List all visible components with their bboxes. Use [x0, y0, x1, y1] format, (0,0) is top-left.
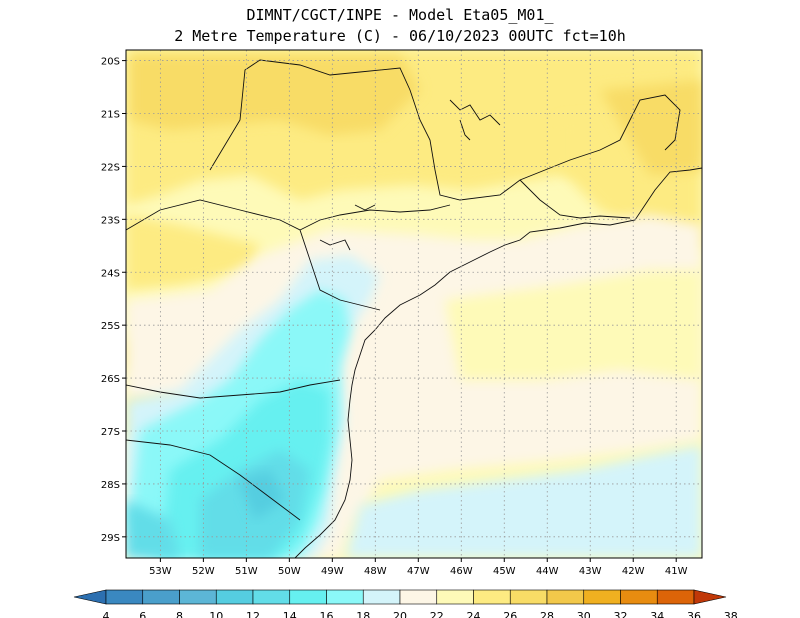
colorbar-swatch	[436, 589, 474, 605]
colorbar-label: 18	[356, 610, 370, 618]
map-title-line1: DIMNT/CGCT/INPE - Model Eta05_M01_	[246, 6, 554, 24]
lat-tick-label: 21S	[101, 110, 120, 121]
colorbar-swatch	[473, 589, 511, 605]
lon-tick-label: 51W	[235, 566, 258, 577]
colorbar-label: 20	[393, 610, 407, 618]
map-frame	[125, 49, 703, 559]
lon-tick-label: 47W	[407, 566, 430, 577]
colorbar-swatch	[509, 589, 548, 605]
lon-tick-label: 46W	[450, 566, 473, 577]
map-title-line2: 2 Metre Temperature (C) - 06/10/2023 00U…	[174, 27, 626, 45]
colorbar-arrow-high	[693, 589, 727, 605]
lat-tick-label: 20S	[101, 57, 120, 68]
lat-tick-label: 22S	[101, 162, 120, 173]
lat-tick-label: 25S	[101, 321, 120, 332]
lon-tick-label: 52W	[192, 566, 215, 577]
colorbar-label: 32	[614, 610, 628, 618]
state-border-sc-rs	[126, 439, 301, 521]
reservoir-lines-2	[319, 204, 376, 251]
coastline	[294, 167, 702, 558]
colorbar-label: 14	[283, 610, 297, 618]
lon-tick-label: 43W	[579, 566, 602, 577]
colorbar-swatch	[656, 589, 695, 605]
lat-tick-label: 24S	[101, 268, 120, 279]
colorbar-swatch	[215, 589, 254, 605]
state-border-mg	[209, 59, 681, 201]
colorbar-label: 28	[540, 610, 554, 618]
lat-tick-label: 26S	[101, 374, 120, 385]
colorbar-arrow-low	[73, 589, 107, 605]
reservoir-lines	[449, 99, 501, 141]
colorbar-swatch	[362, 589, 401, 605]
colorbar-label: 22	[430, 610, 444, 618]
colorbar-swatch	[105, 589, 144, 605]
colorbar-label: 24	[467, 610, 481, 618]
colorbar-swatch	[583, 589, 621, 605]
colorbar-swatch	[289, 589, 327, 605]
colorbar: 4 6 8 10 12 14 16 18 20 22 24 26 28 30 32 34 36 38	[73, 589, 738, 618]
temperature-field	[126, 50, 702, 558]
lon-tick-label: 45W	[493, 566, 516, 577]
colorbar-swatch	[620, 589, 658, 605]
colorbar-swatch	[546, 589, 585, 605]
colorbar-label: 36	[687, 610, 701, 618]
lon-tick-label: 42W	[622, 566, 645, 577]
colorbar-swatch	[142, 589, 180, 605]
lon-tick-label: 41W	[665, 566, 688, 577]
colorbar-swatch	[179, 589, 217, 605]
lat-tick-label: 29S	[101, 533, 120, 544]
colorbar-label: 26	[503, 610, 517, 618]
state-border-sp-pr	[126, 199, 381, 311]
longitude-axis: 53W 52W 51W 50W 49W 48W 47W 46W 45W 44W 43W 42W 41W	[149, 558, 688, 577]
coastline-and-borders	[126, 59, 702, 558]
colorbar-label: 10	[209, 610, 223, 618]
state-border-rj	[519, 179, 631, 219]
lat-tick-label: 27S	[101, 427, 120, 438]
map-grid	[126, 50, 702, 558]
colorbar-label: 4	[103, 610, 110, 618]
lon-tick-label: 50W	[278, 566, 301, 577]
colorbar-label: 16	[320, 610, 334, 618]
colorbar-label: 12	[246, 610, 260, 618]
state-border-sp	[299, 204, 451, 231]
lon-tick-label: 49W	[321, 566, 344, 577]
colorbar-label: 30	[577, 610, 591, 618]
colorbar-label: 34	[650, 610, 664, 618]
colorbar-swatch	[252, 589, 291, 605]
lon-tick-label: 53W	[149, 566, 172, 577]
colorbar-label: 6	[139, 610, 146, 618]
colorbar-swatch	[326, 589, 364, 605]
colorbar-label: 38	[724, 610, 738, 618]
lon-tick-label: 44W	[536, 566, 559, 577]
latitude-axis: 20S 21S 22S 23S 24S 25S 26S 27S 28S 29S	[101, 57, 126, 544]
colorbar-swatch	[399, 589, 438, 605]
lat-tick-label: 23S	[101, 215, 120, 226]
lon-tick-label: 48W	[364, 566, 387, 577]
lat-tick-label: 28S	[101, 480, 120, 491]
colorbar-label: 8	[176, 610, 183, 618]
